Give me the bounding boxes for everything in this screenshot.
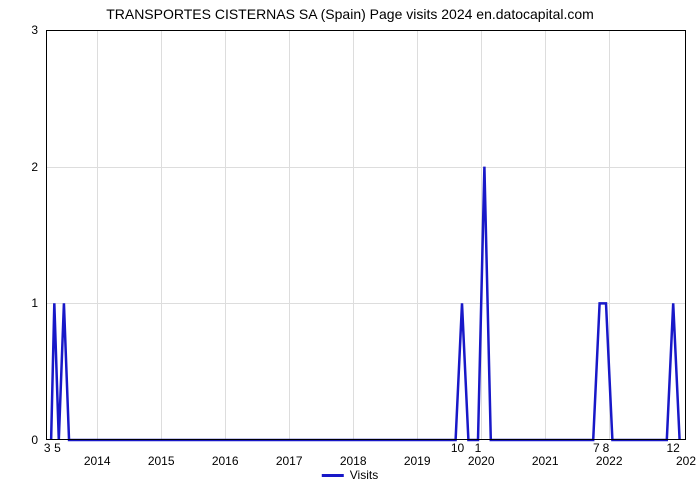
- x-tick-label: 2022: [596, 454, 623, 468]
- data-label: 3: [44, 441, 51, 455]
- data-label: 1: [475, 441, 482, 455]
- y-tick-label: 3: [31, 23, 38, 37]
- data-label: 5: [54, 441, 61, 455]
- y-tick-label: 0: [31, 433, 38, 447]
- x-tick-label: 2018: [340, 454, 367, 468]
- x-tick-label: 2021: [532, 454, 559, 468]
- visits-chart: TRANSPORTES CISTERNAS SA (Spain) Page vi…: [0, 0, 700, 500]
- y-tick-label: 1: [31, 296, 38, 310]
- x-tick-label: 2019: [404, 454, 431, 468]
- legend-swatch: [322, 474, 344, 477]
- legend: Visits: [322, 468, 378, 482]
- chart-title: TRANSPORTES CISTERNAS SA (Spain) Page vi…: [0, 6, 700, 22]
- data-label: 12: [667, 441, 680, 455]
- x-tick-label: 2020: [468, 454, 495, 468]
- plot-area: [46, 30, 686, 440]
- x-tick-label: 2014: [84, 454, 111, 468]
- line-series: [46, 30, 686, 440]
- y-tick-label: 2: [31, 160, 38, 174]
- x-tick-label: 2016: [212, 454, 239, 468]
- x-tick-label-end: 202: [676, 454, 696, 468]
- legend-label: Visits: [350, 468, 378, 482]
- data-label: 8: [603, 441, 610, 455]
- data-label: 7: [593, 441, 600, 455]
- x-tick-label: 2017: [276, 454, 303, 468]
- x-tick-label: 2015: [148, 454, 175, 468]
- data-label: 10: [451, 441, 464, 455]
